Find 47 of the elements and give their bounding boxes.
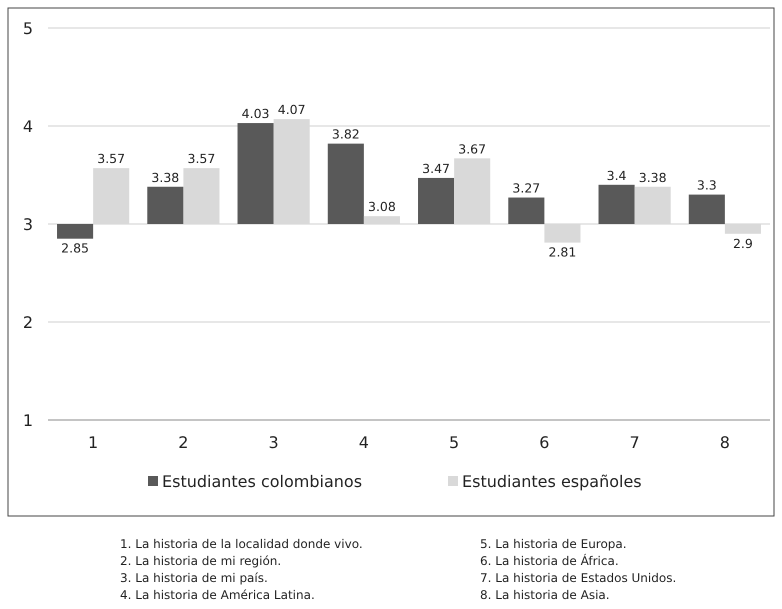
data-label: 3.47: [422, 160, 450, 176]
y-tick-label: 1: [22, 411, 34, 430]
data-label: 3.27: [512, 180, 540, 196]
text: 1. La historia de la localidad donde vivo.: [120, 537, 363, 551]
data-label: 3.4: [606, 168, 627, 183]
bar: [238, 123, 274, 224]
x-tick-label: 7: [630, 433, 640, 452]
data-label: 4.07: [278, 102, 306, 118]
text: 5. La historia de Europa.: [480, 537, 627, 551]
legend-label: Estudiantes colombianos: [162, 472, 362, 491]
y-tick-label: 3: [22, 215, 34, 234]
bar: [508, 198, 544, 224]
text: 7. La historia de Estados Unidos.: [480, 571, 676, 585]
text: 8. La historia de Asia.: [480, 588, 610, 602]
data-label: 2.9: [732, 236, 753, 251]
x-tick-label: 2: [178, 433, 188, 452]
bar: [598, 184, 635, 224]
data-label: 3.57: [188, 151, 216, 166]
data-label: 2.85: [61, 240, 89, 256]
x-tick-label: 8: [720, 433, 730, 452]
text: 6. La historia de África.: [480, 553, 619, 568]
data-label: 3.82: [332, 126, 360, 142]
x-tick-label: 6: [539, 433, 550, 452]
bar: [147, 186, 184, 224]
y-tick-label: 4: [22, 117, 34, 136]
bar: [328, 144, 364, 224]
legend-label: Estudiantes españoles: [462, 472, 642, 491]
y-tick-label: 2: [22, 313, 34, 332]
bar: [688, 194, 725, 224]
bar: [57, 224, 94, 239]
data-label: 3.38: [638, 170, 667, 185]
data-label: 4.03: [242, 106, 270, 122]
x-tick-label: 4: [358, 433, 369, 452]
x-tick-label: 3: [268, 433, 279, 452]
x-tick-label: 5: [449, 433, 460, 452]
text: 4. La historia de América Latina.: [120, 588, 315, 602]
data-label: 3.67: [458, 141, 486, 156]
text: 3. La historia de mi país.: [120, 571, 268, 585]
x-tick-label: 1: [88, 433, 98, 452]
data-label: 3.57: [97, 151, 126, 166]
data-label: 3.3: [696, 178, 717, 193]
y-tick-label: 5: [22, 19, 34, 38]
data-label: 2.81: [548, 244, 576, 260]
bar: [418, 178, 454, 224]
data-label: 3.08: [368, 199, 396, 214]
data-label: 3.38: [151, 170, 180, 185]
text: 2. La historia de mi región.: [120, 554, 282, 568]
